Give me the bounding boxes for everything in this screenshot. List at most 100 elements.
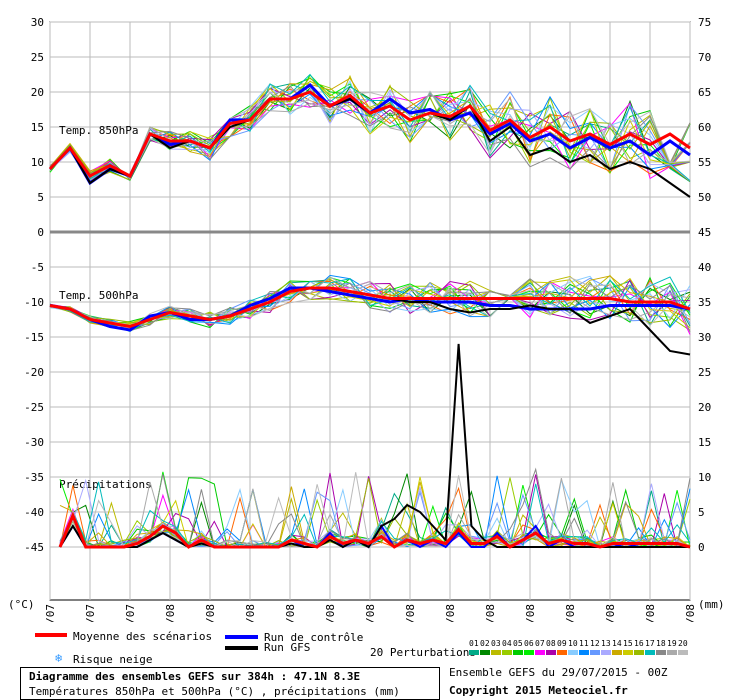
mean-swatch (35, 633, 67, 637)
perturbation-color-cell (513, 650, 523, 655)
x-tick-label: 06/08 (364, 604, 377, 622)
perturbation-number: 16 (634, 639, 644, 648)
left-tick-label: -25 (24, 401, 44, 414)
right-tick-label: 25 (698, 366, 711, 379)
perturbation-number: 10 (568, 639, 578, 648)
left-tick-label: 0 (37, 226, 44, 239)
perturbation-t500-line (49, 276, 691, 330)
perturbation-color-cell (634, 650, 644, 655)
x-tick-label: 29/07 (44, 604, 57, 622)
gfs-swatch (225, 646, 258, 650)
info-title: Diagramme des ensembles GEFS sur 384h : … (29, 670, 361, 683)
perturbation-color-cell (601, 650, 611, 655)
right-tick-label: 45 (698, 226, 711, 239)
x-tick-label: 14/08 (684, 604, 697, 622)
right-tick-label: 35 (698, 296, 711, 309)
right-tick-label: 10 (698, 471, 711, 484)
right-axis-label: (mm) (698, 598, 725, 611)
perturbation-number: 07 (535, 639, 545, 648)
snow-icon: ❄ (55, 651, 63, 665)
perturbation-number: 20 (678, 639, 688, 648)
precip-panel-label: Précipitations (59, 478, 152, 491)
perturbation-color-cell (656, 650, 666, 655)
perturbation-number: 12 (590, 639, 600, 648)
x-tick-label: 04/08 (284, 604, 297, 622)
series-t500-line (49, 286, 691, 329)
perturbation-color-cell (502, 650, 512, 655)
right-tick-label: 0 (698, 541, 705, 554)
right-tick-label: 75 (698, 16, 711, 29)
x-tick-label: 13/08 (644, 604, 657, 622)
x-tick-label: 08/08 (444, 604, 457, 622)
perturbation-color-cell (678, 650, 688, 655)
perturbation-color-cell (645, 650, 655, 655)
legend-snow-label: Risque neige (73, 653, 153, 666)
perturbation-color-cell (612, 650, 622, 655)
perturbation-color-cell (590, 650, 600, 655)
x-tick-label: 09/08 (484, 604, 497, 622)
perturbation-color-cell (568, 650, 578, 655)
right-tick-label: 70 (698, 51, 711, 64)
perturbation-color-cell (524, 650, 534, 655)
legend-gfs-label: Run GFS (264, 641, 311, 654)
perturbation-number: 18 (656, 639, 666, 648)
legend-control-label: Run de contrôle (264, 631, 364, 644)
perturbation-number: 13 (601, 639, 611, 648)
t850-panel-label: Temp. 850hPa (59, 124, 138, 137)
t500-panel-label: Temp. 500hPa (59, 289, 138, 302)
x-tick-label: 05/08 (324, 604, 337, 622)
copyright-label: Copyright 2015 Meteociel.fr (449, 684, 628, 697)
perturbation-t850-line (49, 91, 691, 178)
perturbation-number: 15 (623, 639, 633, 648)
left-tick-label: 25 (31, 51, 44, 64)
perturbation-number: 09 (557, 639, 567, 648)
perturbation-number: 17 (645, 639, 655, 648)
right-tick-label: 55 (698, 156, 711, 169)
x-tick-label: 12/08 (604, 604, 617, 622)
left-tick-label: -35 (24, 471, 44, 484)
info-box: Diagramme des ensembles GEFS sur 384h : … (20, 667, 440, 700)
left-tick-label: -10 (24, 296, 44, 309)
left-tick-label: 30 (31, 16, 44, 29)
x-tick-label: 02/08 (204, 604, 217, 622)
perturbation-t500-line (49, 278, 691, 333)
perturbation-color-cell (667, 650, 677, 655)
perturbation-t850-line (49, 76, 691, 179)
series-precip-line (59, 343, 690, 549)
perturbation-color-cell (546, 650, 556, 655)
left-tick-label: -30 (24, 436, 44, 449)
perturbation-color-cell (579, 650, 589, 655)
perturbation-color-cell (491, 650, 501, 655)
right-tick-label: 40 (698, 261, 711, 274)
x-tick-label: 30/07 (84, 604, 97, 622)
right-tick-label: 30 (698, 331, 711, 344)
left-tick-label: 10 (31, 156, 44, 169)
perturbation-number: 14 (612, 639, 622, 648)
perturbation-t850-line (49, 90, 691, 181)
left-tick-label: 20 (31, 86, 44, 99)
left-tick-label: -20 (24, 366, 44, 379)
legend-perturbations-label: 20 Perturbations (370, 646, 476, 659)
perturbation-number: 01 (469, 639, 479, 648)
perturbation-number: 02 (480, 639, 490, 648)
x-tick-label: 03/08 (244, 604, 257, 622)
perturbation-color-cell (480, 650, 490, 655)
perturbation-number: 03 (491, 639, 501, 648)
series-t500-line (49, 286, 691, 332)
perturbation-color-cell (535, 650, 545, 655)
right-tick-label: 5 (698, 506, 705, 519)
left-tick-label: -5 (31, 261, 44, 274)
left-tick-label: 5 (37, 191, 44, 204)
left-tick-label: -40 (24, 506, 44, 519)
x-tick-label: 10/08 (524, 604, 537, 622)
perturbation-t850-line (49, 85, 691, 178)
run-label: Ensemble GEFS du 29/07/2015 - 00Z (449, 666, 668, 679)
series-precip-line (58, 511, 691, 549)
legend-mean-label: Moyenne des scénarios (73, 630, 213, 643)
left-tick-label: -45 (24, 541, 44, 554)
x-tick-label: 11/08 (564, 604, 577, 622)
right-tick-label: 65 (698, 86, 711, 99)
perturbation-number: 05 (513, 639, 523, 648)
